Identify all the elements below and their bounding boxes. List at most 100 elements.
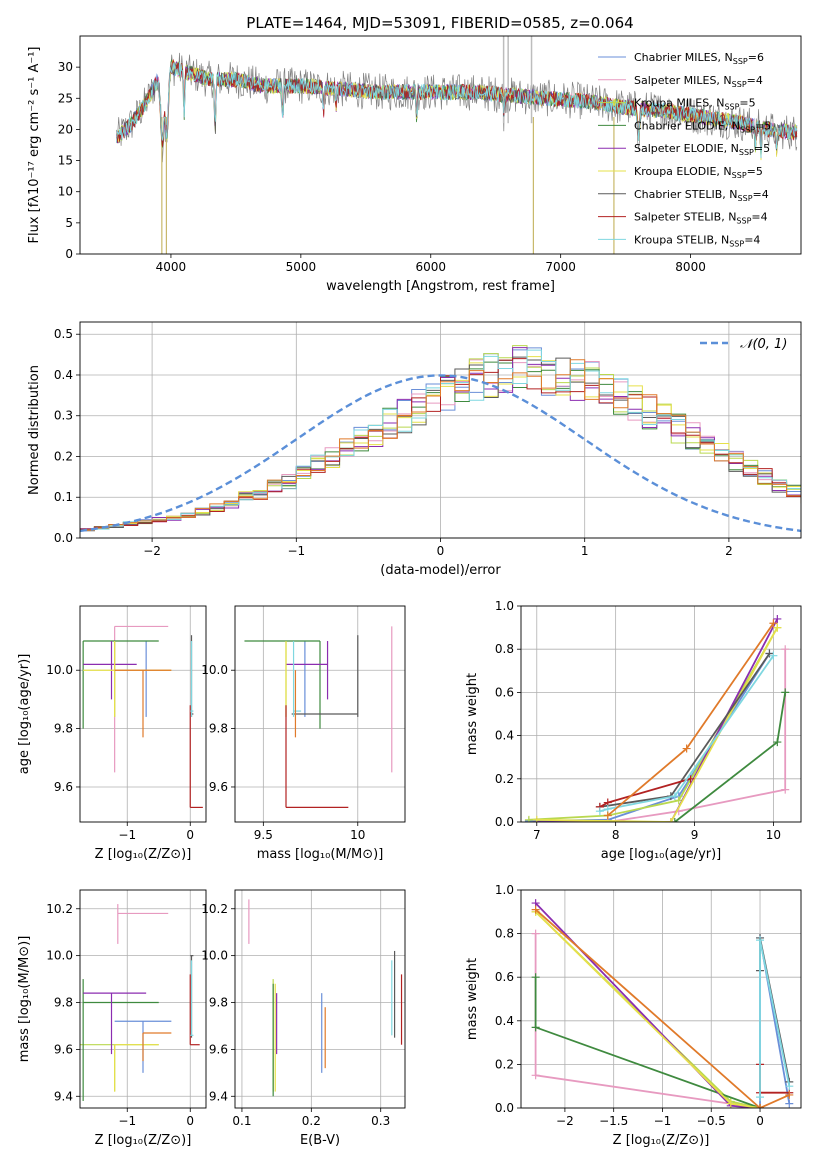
x-tick-label: 9.5 bbox=[254, 828, 273, 842]
x-axis-label: age [log₁₀(age/yr)] bbox=[601, 847, 722, 862]
axes-frame bbox=[234, 605, 406, 823]
y-tick-label: 9.8 bbox=[54, 996, 73, 1010]
axes-mass-vs-EBV: 0.1 0.2 0.3 9.4 9.6 9.8 10.0 10.2 E(B-V) bbox=[201, 889, 406, 1148]
x-axis-label: Z [log₁₀(Z/Z⊙)] bbox=[95, 1133, 192, 1148]
x-tick-label: 0.1 bbox=[232, 1114, 251, 1128]
x-axis-label: (data-model)/error bbox=[380, 563, 501, 578]
plot-area-age-vs-Z bbox=[82, 625, 203, 809]
weight-marker bbox=[531, 973, 540, 982]
axes-frame bbox=[79, 321, 802, 539]
plot-area-mass-vs-Z bbox=[80, 904, 200, 1101]
model-spectrum-line bbox=[116, 62, 798, 159]
axes-residuals: −2 −1 0 1 2 0.0 0.1 0.2 0.3 0.4 0.5 (data-model)/er… bbox=[27, 321, 802, 578]
histogram-step bbox=[80, 359, 801, 531]
spectrum-legend: Chabrier MILES, NSSP=6 Salpeter MILES, NS… bbox=[598, 51, 771, 248]
y-tick-label: 9.8 bbox=[54, 722, 73, 736]
weight-marker bbox=[785, 1090, 794, 1099]
y-tick-label: 0.0 bbox=[54, 531, 73, 545]
x-tick-label: −1.5 bbox=[599, 1114, 628, 1128]
axes-frame bbox=[79, 35, 802, 255]
plot-area-spectrum bbox=[116, 36, 798, 254]
axes-frame bbox=[520, 889, 802, 1109]
weight-marker bbox=[666, 818, 675, 822]
weight-marker bbox=[531, 929, 540, 938]
y-tick-label: 5 bbox=[65, 216, 73, 230]
x-tick-label: 7 bbox=[533, 828, 541, 842]
y-axis-label: mass [log₁₀(M/M⊙)] bbox=[17, 936, 32, 1063]
plot-area-weight-vs-age bbox=[524, 614, 790, 822]
y-tick-label: 0 bbox=[65, 247, 73, 261]
x-tick-label: 9 bbox=[691, 828, 699, 842]
weight-marker bbox=[531, 1071, 540, 1080]
y-tick-label: 30 bbox=[58, 60, 73, 74]
y-tick-label: 0.4 bbox=[54, 368, 73, 382]
x-tick-label: 7000 bbox=[545, 260, 576, 274]
x-tick-label: 6000 bbox=[415, 260, 446, 274]
y-tick-label: 1.0 bbox=[495, 883, 514, 897]
weight-marker bbox=[595, 807, 604, 816]
plot-area-weight-vs-Z bbox=[531, 899, 794, 1108]
x-tick-label: −2 bbox=[556, 1114, 574, 1128]
masked-region bbox=[507, 36, 509, 124]
x-tick-label: 10 bbox=[766, 828, 781, 842]
x-tick-label: 0.2 bbox=[302, 1114, 321, 1128]
y-tick-label: 9.8 bbox=[209, 722, 228, 736]
y-axis-label: mass weight bbox=[465, 673, 480, 755]
y-tick-label: 0.6 bbox=[495, 685, 514, 699]
y-axis-label: Flux [fλ10⁻¹⁷ erg cm⁻² s⁻¹ A⁻¹] bbox=[27, 47, 42, 244]
weight-marker bbox=[756, 936, 765, 945]
y-tick-label: 0.2 bbox=[54, 449, 73, 463]
y-tick-label: 0.0 bbox=[495, 1101, 514, 1115]
y-tick-label: 10.2 bbox=[46, 902, 73, 916]
y-tick-label: 10.0 bbox=[201, 949, 228, 963]
legend-entry: Salpeter STELIB, NSSP=4 bbox=[634, 211, 768, 226]
legend-entry: 𝒩(0, 1) bbox=[740, 337, 787, 352]
x-tick-label: 4000 bbox=[156, 260, 187, 274]
weight-marker bbox=[756, 1104, 765, 1108]
x-tick-label: 1 bbox=[581, 544, 589, 558]
y-tick-label: 9.4 bbox=[54, 1089, 73, 1103]
axes-weight-vs-age: 7 8 9 10 0.0 0.2 0.4 0.6 0.8 1.0 age [log₁₀(age/yr… bbox=[465, 599, 802, 862]
weight-marker bbox=[532, 815, 541, 822]
x-tick-label: 8000 bbox=[675, 260, 706, 274]
y-tick-label: 9.6 bbox=[54, 1042, 73, 1056]
x-tick-label: 5000 bbox=[286, 260, 317, 274]
weight-marker bbox=[773, 614, 782, 623]
x-tick-label: 0.3 bbox=[371, 1114, 390, 1128]
weight-marker bbox=[785, 1082, 794, 1091]
x-tick-label: 0 bbox=[437, 544, 445, 558]
y-tick-label: 0.0 bbox=[495, 815, 514, 829]
x-axis-label: Z [log₁₀(Z/Z⊙)] bbox=[613, 1133, 710, 1148]
x-tick-label: −0.5 bbox=[697, 1114, 726, 1128]
x-tick-label: −1 bbox=[118, 828, 136, 842]
y-tick-label: 10.0 bbox=[201, 663, 228, 677]
x-tick-label: −1 bbox=[118, 1114, 136, 1128]
axes-frame bbox=[520, 605, 802, 823]
x-tick-label: 10 bbox=[350, 828, 365, 842]
plot-area-residuals bbox=[80, 345, 801, 533]
weight-marker bbox=[531, 905, 540, 914]
axes-frame bbox=[234, 889, 406, 1109]
x-tick-label: 0 bbox=[186, 1114, 194, 1128]
weight-line bbox=[607, 649, 787, 822]
weight-marker bbox=[603, 811, 612, 820]
axes-mass-vs-Z: −1 0 9.4 9.6 9.8 10.0 10.2 Z [log₁₀(Z/Z⊙)] mass … bbox=[17, 889, 207, 1148]
weight-marker bbox=[781, 688, 790, 697]
axes-age-vs-Z: −1 0 9.6 9.8 10.0 Z [log₁₀(Z/Z⊙)] age [log₁₀(a… bbox=[17, 605, 207, 862]
y-tick-label: 9.6 bbox=[209, 780, 228, 794]
x-tick-label: −1 bbox=[654, 1114, 672, 1128]
weight-line bbox=[599, 655, 775, 813]
legend-entry: Salpeter ELODIE, NSSP=5 bbox=[634, 142, 770, 157]
weight-marker bbox=[726, 1099, 735, 1108]
masked-region bbox=[530, 36, 533, 124]
axes-weight-vs-Z: −2 −1.5 −1 −0.5 0 0.0 0.2 0.4 0.6 0.8 1.0 Z [log₁₀(… bbox=[465, 883, 802, 1148]
legend-entry: Kroupa MILES, NSSP=5 bbox=[634, 97, 756, 112]
y-tick-label: 10.0 bbox=[46, 663, 73, 677]
weight-marker bbox=[531, 1023, 540, 1032]
y-tick-label: 10.2 bbox=[201, 902, 228, 916]
y-tick-label: 20 bbox=[58, 122, 73, 136]
y-tick-label: 9.8 bbox=[209, 996, 228, 1010]
weight-marker bbox=[773, 738, 782, 747]
weight-marker bbox=[670, 818, 679, 822]
